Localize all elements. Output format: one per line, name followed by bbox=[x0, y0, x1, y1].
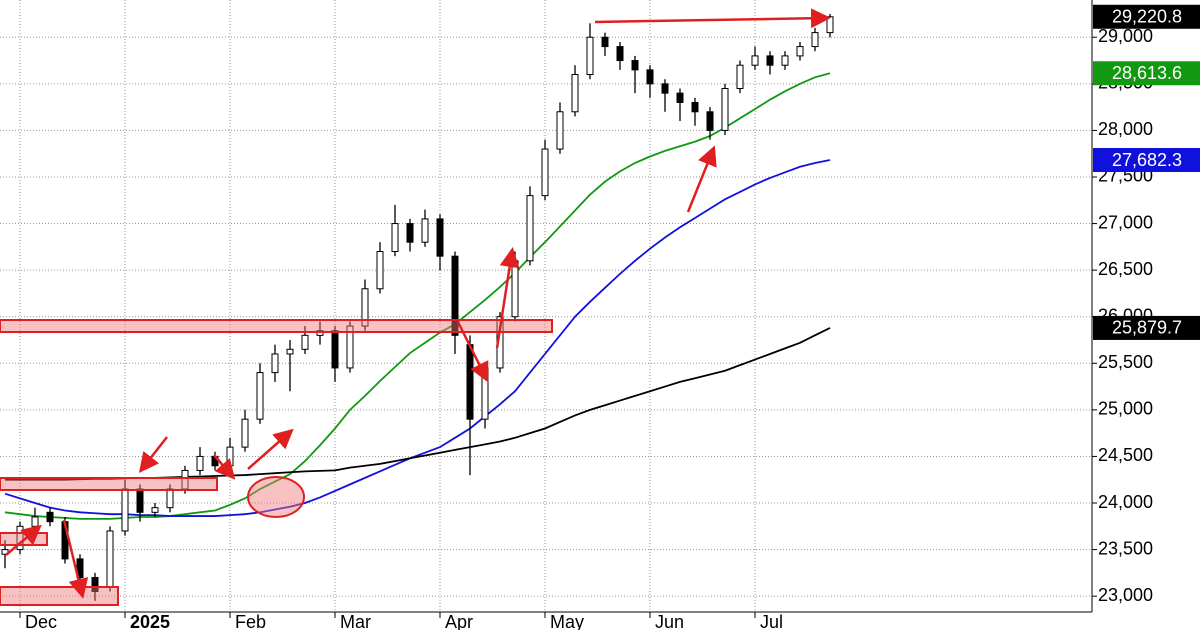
annotations bbox=[0, 319, 553, 606]
candle-body bbox=[796, 46, 804, 57]
candle-body bbox=[241, 418, 249, 448]
candle-body bbox=[826, 16, 834, 34]
arrow bbox=[5, 524, 42, 556]
candle-body bbox=[121, 488, 129, 532]
candle-body bbox=[301, 334, 309, 350]
candle-body bbox=[766, 55, 774, 66]
arrow bbox=[686, 145, 717, 213]
plot bbox=[1, 13, 834, 601]
x-tick-label: Jun bbox=[655, 612, 684, 630]
price-box bbox=[1093, 315, 1200, 340]
candle-body bbox=[196, 455, 204, 471]
x-tick-label: 2025 bbox=[130, 612, 170, 630]
x-tick-label: Dec bbox=[25, 612, 57, 630]
candle-body bbox=[511, 260, 519, 318]
arrow bbox=[495, 247, 520, 349]
y-tick-label: 29,000 bbox=[1098, 26, 1153, 46]
candle-body bbox=[31, 516, 39, 527]
candle-body bbox=[421, 218, 429, 243]
candle-body bbox=[526, 195, 534, 262]
x-tick-label: Apr bbox=[445, 612, 473, 630]
arrow bbox=[456, 321, 489, 383]
candle-body bbox=[436, 218, 444, 257]
candle-body bbox=[691, 101, 699, 113]
candle-body bbox=[226, 446, 234, 467]
candle-body bbox=[151, 507, 159, 513]
price-label: 27,682.3 bbox=[1112, 150, 1182, 170]
y-tick-label: 23,500 bbox=[1098, 538, 1153, 558]
price-box bbox=[1093, 4, 1200, 29]
candle-body bbox=[601, 36, 609, 48]
candle-body bbox=[556, 111, 564, 150]
candle-body bbox=[661, 83, 669, 94]
candle-body bbox=[316, 330, 324, 336]
y-tick-label: 26,500 bbox=[1098, 259, 1153, 279]
x-tick-label: Mar bbox=[340, 612, 371, 630]
price-label: 28,613.6 bbox=[1112, 63, 1182, 83]
support-zone bbox=[0, 586, 119, 606]
candle-body bbox=[346, 325, 354, 369]
candle-body bbox=[91, 577, 99, 593]
arrow bbox=[594, 8, 831, 29]
candle-body bbox=[631, 60, 639, 71]
candle-body bbox=[466, 344, 474, 420]
candle-body bbox=[721, 87, 729, 131]
candle-body bbox=[451, 255, 459, 336]
candle-body bbox=[616, 46, 624, 62]
candle-body bbox=[166, 488, 174, 509]
candle-body bbox=[331, 330, 339, 369]
grid bbox=[0, 0, 1092, 612]
candle-body bbox=[256, 372, 264, 420]
support-zone bbox=[0, 319, 553, 333]
moving-average bbox=[4, 159, 831, 517]
candle-body bbox=[541, 148, 549, 197]
y-tick-label: 25,500 bbox=[1098, 352, 1153, 372]
candle-body bbox=[106, 530, 114, 588]
y-tick-label: 24,000 bbox=[1098, 492, 1153, 512]
candle-body bbox=[781, 55, 789, 66]
arrow bbox=[213, 454, 236, 480]
candle-body bbox=[736, 64, 744, 89]
x-tick-label: Jul bbox=[760, 612, 783, 630]
candle-body bbox=[136, 488, 144, 513]
candle-body bbox=[676, 92, 684, 103]
moving-average bbox=[5, 327, 831, 481]
price-label: 29,220.8 bbox=[1112, 7, 1182, 27]
candle-body bbox=[391, 223, 399, 253]
support-zone bbox=[0, 477, 218, 491]
arrow bbox=[138, 436, 168, 473]
y-tick-label: 23,000 bbox=[1098, 585, 1153, 605]
candle-body bbox=[811, 32, 819, 48]
y-tick-label: 25,000 bbox=[1098, 399, 1153, 419]
y-tick-label: 28,000 bbox=[1098, 119, 1153, 139]
candle-body bbox=[46, 511, 54, 523]
candle-body bbox=[406, 223, 414, 243]
candle-body bbox=[586, 36, 594, 76]
candle-body bbox=[706, 111, 714, 131]
price-box bbox=[1093, 61, 1200, 86]
arrow bbox=[62, 519, 89, 599]
x-tick-label: May bbox=[550, 612, 584, 630]
candle-body bbox=[376, 251, 384, 290]
price-box bbox=[1093, 148, 1200, 173]
candle-body bbox=[571, 74, 579, 113]
y-tick-label: 24,500 bbox=[1098, 445, 1153, 465]
candle-body bbox=[751, 55, 759, 66]
y-tick-label: 27,000 bbox=[1098, 212, 1153, 232]
candle-body bbox=[646, 69, 654, 85]
arrow bbox=[247, 428, 294, 470]
candle-body bbox=[271, 353, 279, 374]
x-tick-label: Feb bbox=[235, 612, 266, 630]
arrows bbox=[5, 8, 831, 599]
price-label: 25,879.7 bbox=[1112, 318, 1182, 338]
candle-body bbox=[361, 288, 369, 327]
crossover-circle bbox=[247, 476, 305, 518]
candle-body bbox=[286, 348, 294, 355]
moving-average bbox=[4, 72, 831, 520]
